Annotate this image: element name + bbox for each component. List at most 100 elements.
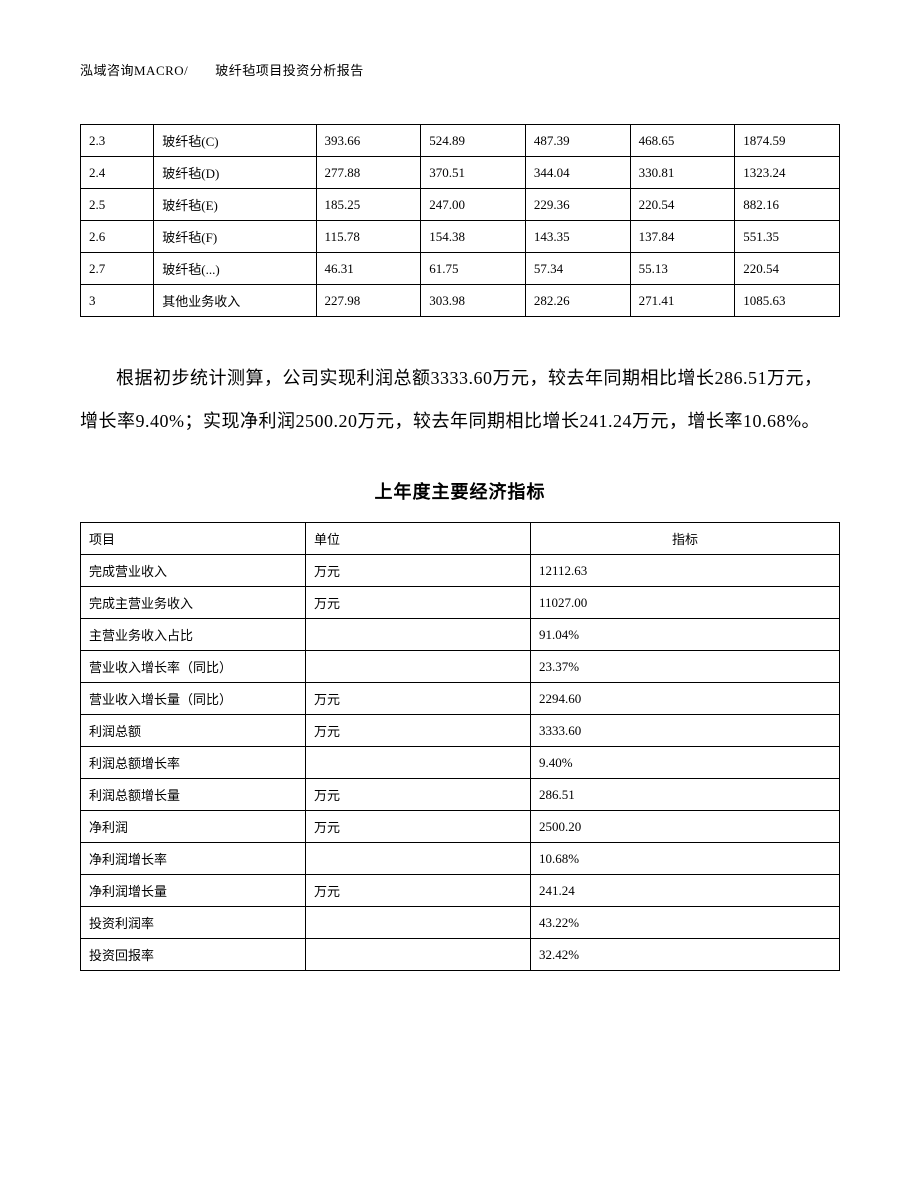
row-value: 10.68% bbox=[531, 843, 840, 875]
table-row: 利润总额 万元 3333.60 bbox=[81, 715, 840, 747]
table-row: 投资利润率 43.22% bbox=[81, 907, 840, 939]
row-v5: 882.16 bbox=[735, 189, 840, 221]
row-item: 营业收入增长率（同比） bbox=[81, 651, 306, 683]
row-name: 其他业务收入 bbox=[154, 285, 316, 317]
row-v5: 220.54 bbox=[735, 253, 840, 285]
row-v2: 61.75 bbox=[421, 253, 526, 285]
row-v3: 344.04 bbox=[525, 157, 630, 189]
row-v4: 468.65 bbox=[630, 125, 735, 157]
row-unit: 万元 bbox=[306, 587, 531, 619]
section-title: 上年度主要经济指标 bbox=[80, 478, 840, 504]
row-item: 营业收入增长量（同比） bbox=[81, 683, 306, 715]
row-item: 利润总额 bbox=[81, 715, 306, 747]
row-value: 241.24 bbox=[531, 875, 840, 907]
economic-indicators-table: 项目 单位 指标 完成营业收入 万元 12112.63 完成主营业务收入 万元 … bbox=[80, 522, 840, 971]
row-item: 利润总额增长率 bbox=[81, 747, 306, 779]
row-v2: 154.38 bbox=[421, 221, 526, 253]
row-unit: 万元 bbox=[306, 875, 531, 907]
row-value: 23.37% bbox=[531, 651, 840, 683]
row-item: 净利润增长率 bbox=[81, 843, 306, 875]
row-name: 玻纤毡(...) bbox=[154, 253, 316, 285]
row-v1: 115.78 bbox=[316, 221, 421, 253]
row-item: 净利润增长量 bbox=[81, 875, 306, 907]
table-row: 完成营业收入 万元 12112.63 bbox=[81, 555, 840, 587]
row-value: 3333.60 bbox=[531, 715, 840, 747]
row-value: 2500.20 bbox=[531, 811, 840, 843]
table-row: 主营业务收入占比 91.04% bbox=[81, 619, 840, 651]
row-unit: 万元 bbox=[306, 779, 531, 811]
table-header-row: 项目 单位 指标 bbox=[81, 523, 840, 555]
row-v5: 1323.24 bbox=[735, 157, 840, 189]
row-name: 玻纤毡(C) bbox=[154, 125, 316, 157]
header-value: 指标 bbox=[531, 523, 840, 555]
row-unit bbox=[306, 843, 531, 875]
row-v1: 46.31 bbox=[316, 253, 421, 285]
table-row: 利润总额增长量 万元 286.51 bbox=[81, 779, 840, 811]
row-v3: 487.39 bbox=[525, 125, 630, 157]
table-row: 利润总额增长率 9.40% bbox=[81, 747, 840, 779]
row-v1: 227.98 bbox=[316, 285, 421, 317]
row-id: 2.7 bbox=[81, 253, 154, 285]
row-v2: 524.89 bbox=[421, 125, 526, 157]
table-row: 投资回报率 32.42% bbox=[81, 939, 840, 971]
revenue-breakdown-table: 2.3 玻纤毡(C) 393.66 524.89 487.39 468.65 1… bbox=[80, 124, 840, 317]
row-value: 12112.63 bbox=[531, 555, 840, 587]
row-v1: 185.25 bbox=[316, 189, 421, 221]
table-row: 2.5 玻纤毡(E) 185.25 247.00 229.36 220.54 8… bbox=[81, 189, 840, 221]
row-value: 286.51 bbox=[531, 779, 840, 811]
table-row: 净利润增长率 10.68% bbox=[81, 843, 840, 875]
row-value: 32.42% bbox=[531, 939, 840, 971]
table-row: 营业收入增长量（同比） 万元 2294.60 bbox=[81, 683, 840, 715]
row-name: 玻纤毡(E) bbox=[154, 189, 316, 221]
table2-body: 完成营业收入 万元 12112.63 完成主营业务收入 万元 11027.00 … bbox=[81, 555, 840, 971]
row-v5: 551.35 bbox=[735, 221, 840, 253]
row-value: 43.22% bbox=[531, 907, 840, 939]
row-unit: 万元 bbox=[306, 555, 531, 587]
table-row: 2.4 玻纤毡(D) 277.88 370.51 344.04 330.81 1… bbox=[81, 157, 840, 189]
row-unit bbox=[306, 651, 531, 683]
row-item: 投资回报率 bbox=[81, 939, 306, 971]
header-unit: 单位 bbox=[306, 523, 531, 555]
row-v1: 393.66 bbox=[316, 125, 421, 157]
row-v3: 57.34 bbox=[525, 253, 630, 285]
row-v2: 370.51 bbox=[421, 157, 526, 189]
table-row: 营业收入增长率（同比） 23.37% bbox=[81, 651, 840, 683]
row-id: 2.6 bbox=[81, 221, 154, 253]
table-row: 完成主营业务收入 万元 11027.00 bbox=[81, 587, 840, 619]
table-row: 净利润 万元 2500.20 bbox=[81, 811, 840, 843]
row-item: 利润总额增长量 bbox=[81, 779, 306, 811]
row-value: 91.04% bbox=[531, 619, 840, 651]
row-v4: 137.84 bbox=[630, 221, 735, 253]
row-item: 投资利润率 bbox=[81, 907, 306, 939]
table-row: 2.6 玻纤毡(F) 115.78 154.38 143.35 137.84 5… bbox=[81, 221, 840, 253]
row-id: 2.5 bbox=[81, 189, 154, 221]
row-unit bbox=[306, 907, 531, 939]
table-row: 3 其他业务收入 227.98 303.98 282.26 271.41 108… bbox=[81, 285, 840, 317]
row-v2: 247.00 bbox=[421, 189, 526, 221]
row-v2: 303.98 bbox=[421, 285, 526, 317]
row-id: 2.4 bbox=[81, 157, 154, 189]
row-unit bbox=[306, 619, 531, 651]
summary-paragraph: 根据初步统计测算，公司实现利润总额3333.60万元，较去年同期相比增长286.… bbox=[80, 357, 840, 443]
row-unit: 万元 bbox=[306, 683, 531, 715]
row-unit bbox=[306, 939, 531, 971]
row-item: 主营业务收入占比 bbox=[81, 619, 306, 651]
row-id: 2.3 bbox=[81, 125, 154, 157]
row-v3: 229.36 bbox=[525, 189, 630, 221]
header-item: 项目 bbox=[81, 523, 306, 555]
row-value: 11027.00 bbox=[531, 587, 840, 619]
row-name: 玻纤毡(F) bbox=[154, 221, 316, 253]
row-v4: 330.81 bbox=[630, 157, 735, 189]
row-name: 玻纤毡(D) bbox=[154, 157, 316, 189]
row-unit: 万元 bbox=[306, 715, 531, 747]
row-v3: 282.26 bbox=[525, 285, 630, 317]
row-item: 完成主营业务收入 bbox=[81, 587, 306, 619]
row-item: 完成营业收入 bbox=[81, 555, 306, 587]
row-item: 净利润 bbox=[81, 811, 306, 843]
page-header: 泓域咨询MACRO/ 玻纤毡项目投资分析报告 bbox=[80, 60, 840, 79]
row-v3: 143.35 bbox=[525, 221, 630, 253]
row-value: 9.40% bbox=[531, 747, 840, 779]
row-v5: 1085.63 bbox=[735, 285, 840, 317]
row-v4: 220.54 bbox=[630, 189, 735, 221]
row-id: 3 bbox=[81, 285, 154, 317]
